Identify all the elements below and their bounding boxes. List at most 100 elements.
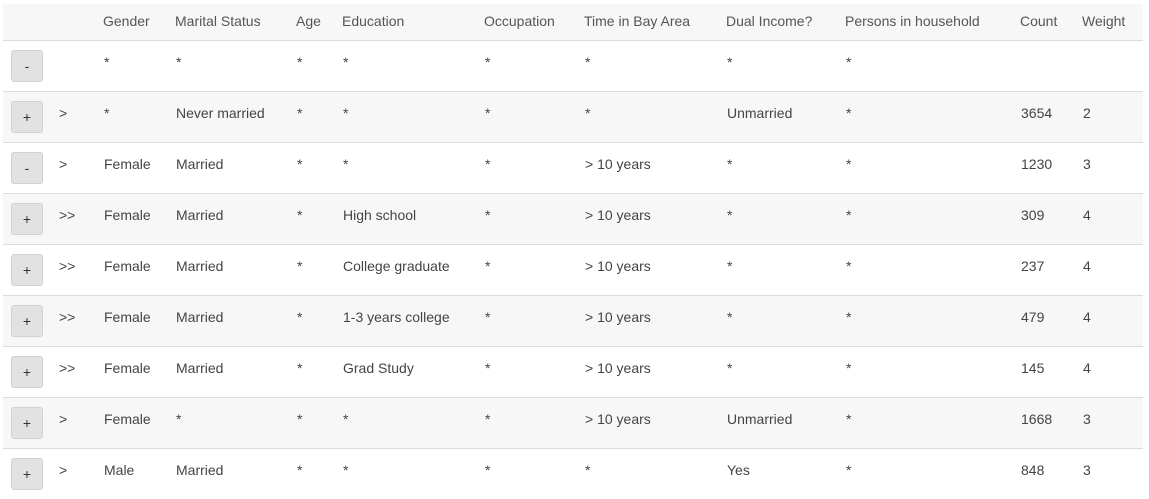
cell-gender: Female [103, 192, 175, 244]
cell-dual-income: * [726, 294, 845, 346]
header-education[interactable]: Education [342, 4, 484, 41]
cell-weight: 4 [1082, 345, 1143, 397]
cell-weight [1082, 40, 1143, 91]
cell-marital-status: * [175, 396, 296, 448]
cell-age: * [296, 396, 342, 448]
cell-occupation: * [484, 345, 584, 397]
cell-education: College graduate [342, 243, 484, 295]
cell-time-in-bay-area: > 10 years [584, 141, 726, 193]
level-indicator: > [58, 90, 103, 142]
header-persons-in-household[interactable]: Persons in household [845, 4, 1020, 41]
cell-count: 237 [1020, 243, 1082, 295]
cell-occupation: * [484, 447, 584, 499]
header-gender[interactable]: Gender [103, 4, 175, 41]
table-row: + >> Female Married * High school * > 10 years *… [3, 192, 1143, 244]
header-button-col [3, 4, 58, 41]
cell-occupation: * [484, 396, 584, 448]
cell-time-in-bay-area: > 10 years [584, 192, 726, 244]
cell-persons-in-household: * [845, 90, 1020, 142]
cell-occupation: * [484, 192, 584, 244]
toggle-cell: + [3, 90, 58, 142]
toggle-cell: + [3, 447, 58, 499]
cell-persons-in-household: * [845, 192, 1020, 244]
cell-gender: Male [103, 447, 175, 499]
toggle-cell: - [3, 40, 58, 91]
expand-collapse-button[interactable]: + [11, 253, 43, 286]
cell-marital-status: Married [175, 141, 296, 193]
cell-dual-income: * [726, 141, 845, 193]
level-indicator: > [58, 141, 103, 193]
cell-marital-status: Married [175, 345, 296, 397]
cell-time-in-bay-area: > 10 years [584, 243, 726, 295]
cell-age: * [296, 192, 342, 244]
cell-persons-in-household: * [845, 345, 1020, 397]
cell-education: High school [342, 192, 484, 244]
cell-gender: Female [103, 243, 175, 295]
expand-collapse-button[interactable]: + [11, 304, 43, 337]
table-row: + >> Female Married * College graduate * > 10 y… [3, 243, 1143, 295]
expand-collapse-button[interactable]: + [11, 202, 43, 235]
cell-count: 479 [1020, 294, 1082, 346]
header-weight[interactable]: Weight [1082, 4, 1143, 41]
expand-collapse-button[interactable]: - [11, 49, 43, 82]
cell-age: * [296, 90, 342, 142]
header-count[interactable]: Count [1020, 4, 1082, 41]
cell-occupation: * [484, 141, 584, 193]
cell-marital-status: Married [175, 243, 296, 295]
cell-education: * [342, 90, 484, 142]
cell-time-in-bay-area: > 10 years [584, 396, 726, 448]
expand-collapse-button[interactable]: + [11, 355, 43, 388]
cell-marital-status: Married [175, 447, 296, 499]
cell-age: * [297, 53, 303, 70]
table-row: + > * Never married * * * * Unmarried * 3654 2 [3, 90, 1143, 142]
cell-persons-in-household: * [846, 53, 852, 70]
cell-gender: Female [103, 396, 175, 448]
cell-marital-status: Married [175, 294, 296, 346]
expand-collapse-button[interactable]: + [11, 457, 43, 490]
expand-collapse-button[interactable]: - [11, 151, 43, 184]
table-row: + > Female * * * * > 10 years Unmarried * 1668 3 [3, 396, 1143, 448]
cell-dual-income: * [727, 53, 733, 70]
toggle-cell: + [3, 294, 58, 346]
header-age[interactable]: Age [296, 4, 342, 41]
cell-time-in-bay-area: * [585, 53, 591, 70]
cell-persons-in-household: * [845, 447, 1020, 499]
expand-collapse-button[interactable]: + [11, 406, 43, 439]
cell-persons-in-household: * [845, 294, 1020, 346]
expand-collapse-button[interactable]: + [11, 100, 43, 133]
cell-weight: 3 [1082, 141, 1143, 193]
cell-age: * [296, 345, 342, 397]
cell-persons-in-household: * [845, 141, 1020, 193]
header-occupation[interactable]: Occupation [484, 4, 584, 41]
header-level-col [58, 4, 103, 41]
cell-age: * [296, 294, 342, 346]
cell-marital-status: * [176, 53, 182, 70]
toggle-cell: + [3, 345, 58, 397]
cell-weight: 4 [1082, 294, 1143, 346]
table-row: + >> Female Married * Grad Study * > 10 years * *… [3, 345, 1143, 397]
cell-dual-income: * [726, 243, 845, 295]
cell-dual-income: Unmarried [726, 90, 845, 142]
header-time-in-bay-area[interactable]: Time in Bay Area [584, 4, 726, 41]
cell-education: * [342, 447, 484, 499]
cell-gender: Female [103, 141, 175, 193]
cell-occupation: * [484, 243, 584, 295]
cell-gender: Female [103, 294, 175, 346]
header-dual-income[interactable]: Dual Income? [726, 4, 845, 41]
cell-weight: 3 [1082, 396, 1143, 448]
header-row: Gender Marital Status Age Education Occu… [3, 4, 1143, 41]
cell-dual-income: * [726, 345, 845, 397]
cell-education: 1-3 years college [342, 294, 484, 346]
cell-persons-in-household: * [845, 243, 1020, 295]
header-marital-status[interactable]: Marital Status [175, 4, 296, 41]
cell-count: 1230 [1020, 141, 1082, 193]
cell-marital-status: Married [175, 192, 296, 244]
cell-weight: 3 [1082, 447, 1143, 499]
toggle-cell: - [3, 141, 58, 193]
cell-count: 3654 [1020, 90, 1082, 142]
cell-age: * [296, 141, 342, 193]
cell-occupation: * [484, 90, 584, 142]
level-indicator: >> [58, 192, 103, 244]
cell-weight: 4 [1082, 243, 1143, 295]
cell-time-in-bay-area: > 10 years [584, 294, 726, 346]
